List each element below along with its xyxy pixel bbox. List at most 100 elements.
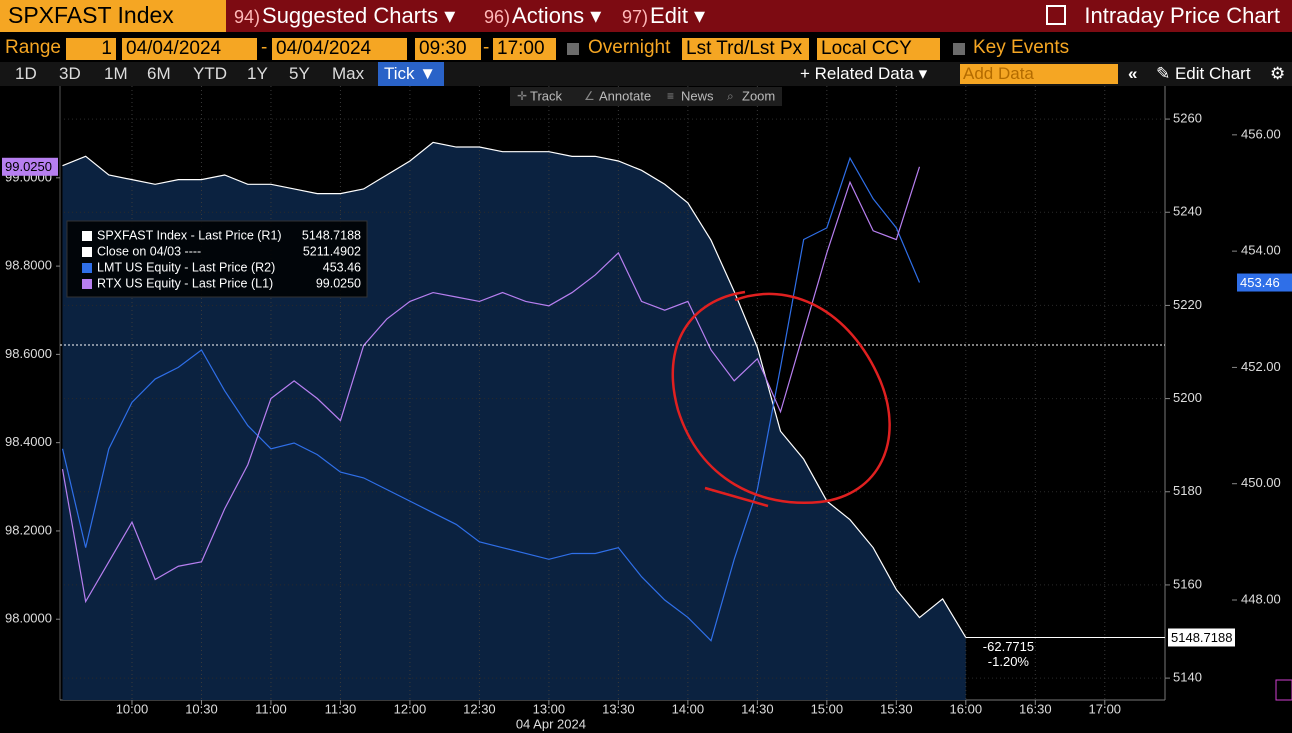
x-tick-label: 12:30 [463,701,496,716]
period-button[interactable]: 3D [59,64,81,83]
key-events-checkbox[interactable] [953,43,965,55]
range-bar: Range 1 04/04/2024 - 04/04/2024 09:30 - … [0,35,1292,62]
edit-label: Edit Chart [1174,64,1251,83]
add-data-input[interactable]: Add Data [960,64,1118,84]
y2-tick-label: 5220 [1173,297,1202,312]
x-tick-label: 16:30 [1019,701,1052,716]
x-tick-label: 11:00 [255,701,287,716]
toolbar-news[interactable]: News [681,88,714,103]
time-separator: - [483,37,490,58]
x-tick-label: 13:00 [533,701,566,716]
x-tick-label: 15:00 [811,701,844,716]
legend-swatch [82,247,92,257]
price-type[interactable]: Lst Trd/Lst Px [682,38,809,60]
legend-swatch [82,279,92,289]
legend-value: 5211.4902 [303,244,361,258]
menu-actions[interactable]: 96)Actions ▾ [484,3,602,28]
collapse-button[interactable]: « [1128,64,1138,83]
y3-tick-label: 456.00 [1241,126,1281,141]
legend-swatch [82,263,92,273]
x-tick-label: 14:00 [672,701,705,716]
period-button[interactable]: 5Y [289,64,310,83]
x-tick-label: 12:00 [394,701,427,716]
edit-chart[interactable]: ✎ Edit Chart [1156,64,1251,83]
x-tick-label: 13:30 [602,701,635,716]
menu-number: 97) [622,7,649,27]
legend: SPXFAST Index - Last Price (R1) 5148.7188… [66,220,368,298]
plot: 10:00 10:30 11:00 11:30 12:00 12:30 13:00 13:30… [2,86,1292,731]
toolbar-annotate[interactable]: Annotate [599,88,651,103]
y2-tick-label: 5240 [1173,204,1202,219]
toolbar-track[interactable]: Track [530,88,563,103]
change-annotation: -1.20% [988,654,1030,669]
zoom-icon: ⌕ [727,89,734,103]
line [61,156,921,642]
period-button[interactable]: 1Y [247,64,268,83]
related-data[interactable]: + Related Data ▾ [800,64,928,83]
end-date[interactable]: 04/04/2024 [272,38,407,60]
legend-label: Close on 04/03 ---- [97,244,201,258]
menu-number: 96) [484,7,511,27]
chart-toolbar [510,87,782,106]
x-tick-label: 11:30 [325,701,357,716]
menu-label: Actions [512,3,585,28]
legend-label: RTX US Equity - Last Price (L1) [97,276,273,290]
end-time[interactable]: 17:00 [493,38,556,60]
currency[interactable]: Local CCY [817,38,940,60]
last-value-tag [2,157,58,176]
y3-tick-label: 448.00 [1241,591,1281,606]
period-button[interactable]: 1D [15,64,37,83]
range-input[interactable]: 1 [66,38,116,60]
ticker-box[interactable]: SPXFAST Index [0,0,226,32]
y-tick-label: 98.2000 [5,522,52,537]
range-label: Range [5,37,61,58]
related-label: Related Data [814,64,914,83]
settings-gear[interactable]: ⚙ [1270,64,1286,83]
last-value-tag [1237,273,1292,292]
legend-value: 99.0250 [316,276,361,290]
y-tick-label: 98.0000 [5,611,52,626]
menu-edit[interactable]: 97)Edit ▾ [622,3,706,28]
last-value-label: 453.46 [1240,275,1280,290]
line [62,141,967,638]
y3-tick-label: 454.00 [1241,243,1281,258]
y2-tick-label: 5140 [1173,670,1202,685]
overnight-checkbox[interactable] [567,43,579,55]
menu-label: Suggested Charts [262,3,439,28]
annotate-icon: ∠ [584,89,595,103]
y2-tick-label: 5160 [1173,576,1202,591]
start-date[interactable]: 04/04/2024 [122,38,257,60]
title-text: Intraday Price Chart [1084,3,1280,28]
track-icon: ✛ [517,89,527,103]
legend-value: 5148.7188 [302,228,361,242]
period-button[interactable]: 1M [104,64,128,83]
key-events-label: Key Events [973,37,1070,58]
hand-drawn-stroke [704,486,769,508]
overnight-label: Overnight [588,37,671,58]
window-title: Intraday Price Chart [1046,3,1280,29]
x-tick-label: 17:00 [1089,701,1122,716]
menu-suggested[interactable]: 94)Suggested Charts ▾ [234,3,456,28]
menu-label: Edit [650,3,688,28]
hand-drawn-circle [671,290,891,504]
period-button[interactable]: 6M [147,64,171,83]
last-value-tag [1168,628,1235,647]
last-value-label: 5148.7188 [1171,630,1232,645]
y-tick-label: 98.4000 [5,434,52,449]
y-tick-label: 98.6000 [5,346,52,361]
period-button[interactable]: YTD [193,64,227,83]
period-button[interactable]: Max [332,64,365,83]
corner-tag [1275,679,1292,701]
x-tick-label: 10:00 [116,701,149,716]
y2-tick-label: 5180 [1173,483,1202,498]
tick-button[interactable]: Tick ▼ [378,62,444,86]
x-tick-label: 10:30 [185,701,218,716]
toolbar-zoom[interactable]: Zoom [742,88,775,103]
start-time[interactable]: 09:30 [415,38,481,60]
legend-swatch [82,231,92,241]
y3-tick-label: 452.00 [1241,359,1281,374]
x-tick-label: 16:00 [950,701,983,716]
launch-icon[interactable] [1046,5,1067,25]
last-value-label: 99.0250 [5,159,52,174]
